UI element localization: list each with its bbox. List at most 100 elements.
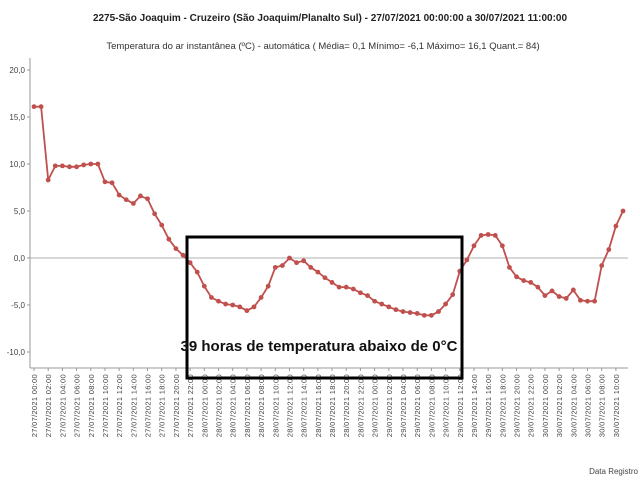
data-point <box>379 301 385 307</box>
data-point <box>116 192 122 198</box>
x-tick-label: 28/07/2021 14:00 <box>300 374 309 437</box>
data-point <box>613 223 619 229</box>
data-point <box>272 265 278 270</box>
x-axis: 27/07/2021 00:00 27/07/2021 02:00 27/07/20… <box>30 367 628 437</box>
data-point <box>443 301 448 307</box>
x-tick-label: 30/07/2021 08:00 <box>598 374 607 437</box>
data-point <box>428 312 434 318</box>
data-point <box>393 307 399 313</box>
data-point <box>180 252 186 258</box>
x-tick-label: 27/07/2021 18:00 <box>158 374 167 437</box>
x-tick-label: 28/07/2021 04:00 <box>229 374 238 437</box>
x-tick-label: 29/07/2021 02:00 <box>385 374 394 437</box>
data-point <box>450 292 456 298</box>
data-point <box>145 196 150 202</box>
x-tick-label: 29/07/2021 06:00 <box>413 374 422 437</box>
data-point <box>123 197 129 203</box>
data-point <box>237 304 243 310</box>
data-point <box>159 222 165 228</box>
x-tick-label: 29/07/2021 22:00 <box>527 374 536 437</box>
data-point <box>301 258 307 264</box>
data-point <box>279 263 285 268</box>
data-point <box>606 247 612 252</box>
data-point <box>329 280 335 285</box>
y-tick-label: 15,0 <box>9 113 25 122</box>
data-point <box>166 236 172 242</box>
x-tick-label: 27/07/2021 04:00 <box>58 374 67 437</box>
y-tick-label: 20,0 <box>9 66 25 75</box>
x-tick-label: 27/07/2021 14:00 <box>129 374 138 437</box>
y-tick-label: 10,0 <box>9 160 25 169</box>
x-tick-label: 30/07/2021 02:00 <box>555 374 564 437</box>
x-tick-label: 27/07/2021 02:00 <box>44 374 53 437</box>
data-point <box>308 265 314 270</box>
chart-title: 2275-São Joaquim - Cruzeiro (São Joaquim… <box>93 13 568 24</box>
x-tick-label: 27/07/2021 08:00 <box>87 374 96 437</box>
y-tick-label: -5,0 <box>11 301 25 310</box>
x-tick-label: 28/07/2021 00:00 <box>200 374 209 437</box>
x-tick-label: 28/07/2021 22:00 <box>356 374 365 437</box>
x-tick-label: 30/07/2021 06:00 <box>584 374 593 437</box>
data-point <box>294 260 299 266</box>
x-tick-label: 28/07/2021 20:00 <box>342 374 351 437</box>
x-tick-label: 29/07/2021 04:00 <box>399 374 408 437</box>
x-tick-label: 27/07/2021 16:00 <box>144 374 153 437</box>
data-point <box>343 284 349 290</box>
chart-subtitle: Temperatura do ar instantânea (ºC) - aut… <box>106 41 539 52</box>
data-point <box>585 298 590 304</box>
data-point <box>521 278 527 283</box>
data-point <box>492 233 498 238</box>
data-point <box>365 293 370 298</box>
data-point <box>358 290 363 296</box>
data-point <box>336 284 342 290</box>
data-point <box>570 287 576 293</box>
data-point <box>216 298 221 304</box>
data-point <box>471 243 477 249</box>
data-point <box>102 179 108 185</box>
data-point <box>67 164 72 170</box>
y-tick-label: -10,0 <box>7 348 26 357</box>
data-point <box>350 286 356 292</box>
x-axis-label: Data Registro <box>589 467 638 476</box>
data-point <box>407 310 413 315</box>
y-axis: 20,0 15,0 10,0 5,0 0,0 -5,0 -10,0 <box>7 58 628 368</box>
x-tick-label: 27/07/2021 20:00 <box>172 374 181 437</box>
series-line <box>34 105 624 317</box>
data-point <box>556 294 562 299</box>
y-tick-label: 0,0 <box>14 254 26 263</box>
data-point <box>315 269 321 275</box>
data-point <box>528 280 534 285</box>
data-point <box>499 243 505 249</box>
data-point <box>187 260 193 266</box>
x-tick-label: 27/07/2021 00:00 <box>30 374 39 437</box>
highlight-box <box>185 235 464 380</box>
data-point <box>230 302 236 308</box>
data-point <box>599 263 605 268</box>
data-point <box>201 283 207 289</box>
data-point <box>478 233 484 238</box>
y-tick-label: 5,0 <box>14 207 26 216</box>
x-tick-label: 28/07/2021 06:00 <box>243 374 252 437</box>
data-point <box>421 312 427 318</box>
data-point <box>535 284 541 290</box>
data-point <box>514 274 519 280</box>
data-point <box>152 211 158 217</box>
data-point <box>31 104 37 110</box>
data-point <box>194 269 200 275</box>
data-point <box>620 208 626 214</box>
data-point <box>542 293 548 298</box>
data-point <box>322 275 328 281</box>
x-tick-label: 28/07/2021 18:00 <box>328 374 337 437</box>
data-point <box>223 301 229 307</box>
x-tick-label: 29/07/2021 00:00 <box>371 374 380 437</box>
data-point <box>244 308 250 314</box>
x-tick-label: 29/07/2021 14:00 <box>470 374 479 437</box>
data-point <box>414 311 420 316</box>
data-point <box>485 232 491 237</box>
data-point <box>258 295 264 300</box>
x-tick-label: 28/07/2021 02:00 <box>215 374 224 437</box>
data-point <box>109 180 115 186</box>
data-point <box>74 164 79 170</box>
x-tick-label: 29/07/2021 16:00 <box>484 374 493 437</box>
annotation-text: 39 horas de temperatura abaixo de 0°C <box>181 338 458 355</box>
